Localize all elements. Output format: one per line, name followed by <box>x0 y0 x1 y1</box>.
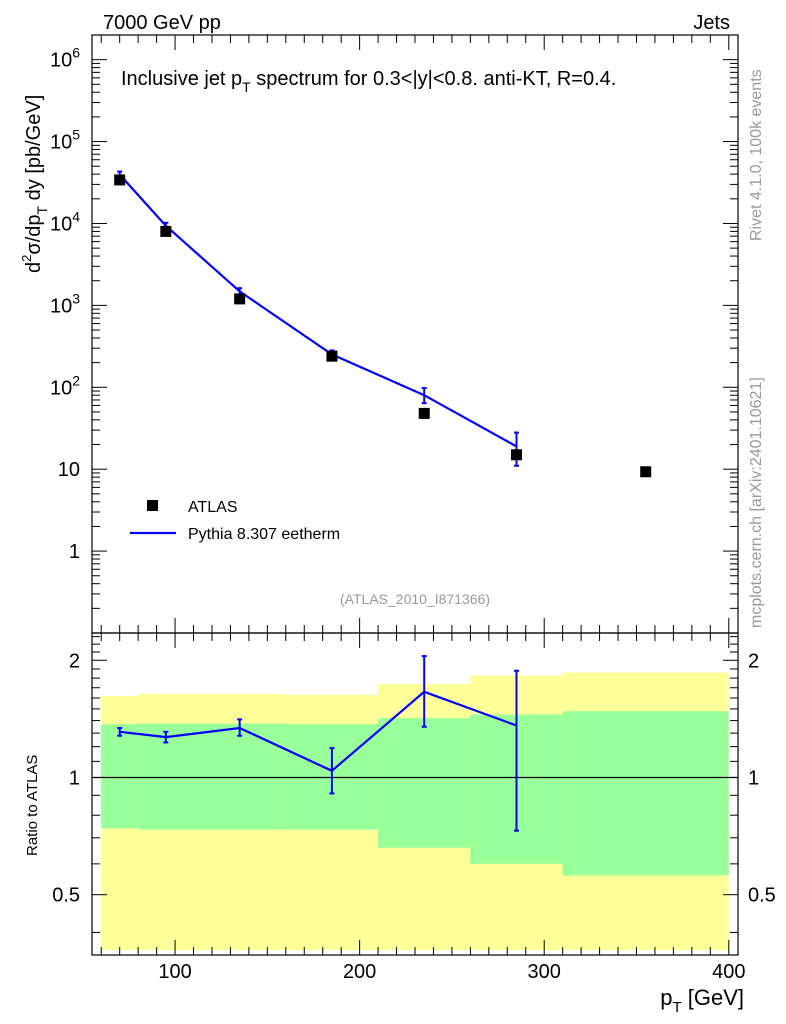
main-y-tick-label: 104 <box>50 208 80 235</box>
atlas-data-point <box>326 350 338 362</box>
atlas-data-point <box>418 407 430 419</box>
x-tick-label: 400 <box>712 961 745 983</box>
x-tick-label: 200 <box>343 961 376 983</box>
main-y-tick-label: 102 <box>50 372 80 399</box>
ratio-y-tick-label-left: 1 <box>69 767 80 789</box>
ratio-inner-band <box>562 711 729 876</box>
legend-atlas-label: ATLAS <box>188 499 238 516</box>
mcplots-source-label: mcplots.cern.ch [arXiv:2401.10621] <box>748 377 765 628</box>
main-y-tick-label: 10 <box>58 459 80 481</box>
ratio-y-tick-label-left: 0.5 <box>52 885 80 907</box>
ratio-panel: 0.5 0.5 1 1 2 2 100 200 300 400 Ratio to ATLAS pT… <box>24 632 776 1016</box>
legend: ATLAS Pythia 8.307 eetherm <box>130 499 340 543</box>
atlas-data-point <box>511 449 523 461</box>
legend-pythia-label: Pythia 8.307 eetherm <box>188 526 340 543</box>
main-y-tick-label: 106 <box>50 45 80 72</box>
main-marks <box>114 170 652 478</box>
ratio-y-axis-label: Ratio to ATLAS <box>24 755 41 856</box>
atlas-data-point <box>160 225 172 237</box>
main-title: Inclusive jet pT spectrum for 0.3<|y|<0.… <box>121 68 616 95</box>
header-left: 7000 GeV pp <box>103 12 221 34</box>
x-tick-label: 300 <box>528 961 561 983</box>
main-y-tick-label: 103 <box>50 290 80 317</box>
ratio-y-tick-label-left: 2 <box>69 650 80 672</box>
ratio-inner-band <box>101 724 139 829</box>
ratio-y-tick-label-right: 0.5 <box>748 885 776 907</box>
main-panel: 1 10 102 103 104 105 106 Inclusive jet pT spec… <box>19 34 739 634</box>
ratio-y-tick-label-right: 1 <box>748 767 759 789</box>
main-frame <box>91 34 739 634</box>
ratio-bands <box>101 672 729 951</box>
header-right: Jets <box>693 12 730 34</box>
rivet-version-label: Rivet 4.1.0, 100k events <box>748 69 765 241</box>
x-tick-label: 100 <box>158 961 191 983</box>
legend-atlas-marker <box>147 500 158 511</box>
main-y-axis-label: d2σ/dpT dy [pb/GeV] <box>19 95 50 273</box>
ratio-marks <box>117 655 520 832</box>
atlas-data-point <box>640 466 652 478</box>
x-axis-label: pT [GeV] <box>660 985 744 1016</box>
main-y-tick-label: 105 <box>50 127 80 154</box>
main-y-tick-label: 1 <box>69 541 80 563</box>
ratio-inner-band <box>378 718 471 848</box>
analysis-tag: (ATLAS_2010_I871366) <box>340 591 490 607</box>
main-ticks: 1 10 102 103 104 105 106 <box>50 34 738 634</box>
ratio-curve <box>119 690 517 773</box>
pythia-curve <box>118 173 518 448</box>
ratio-inner-band <box>193 723 286 830</box>
atlas-data-point <box>114 174 126 186</box>
ratio-y-tick-label-right: 2 <box>748 650 759 672</box>
atlas-data-point <box>234 293 246 305</box>
ratio-ticks: 0.5 0.5 1 1 2 2 100 200 300 400 <box>52 633 776 983</box>
